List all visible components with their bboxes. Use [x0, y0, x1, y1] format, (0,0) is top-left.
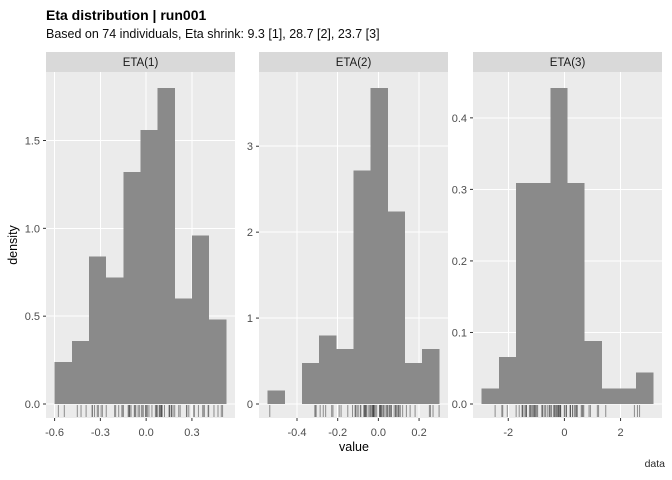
- plot-caption: data: [644, 458, 665, 470]
- x-tick-label: 0.0: [138, 427, 153, 439]
- y-tick-label: 0.5: [25, 311, 40, 323]
- histogram-bar: [301, 362, 320, 404]
- plot-subtitle: Based on 74 individuals, Eta shrink: 9.3…: [46, 27, 380, 41]
- y-tick-label: 0.0: [452, 399, 467, 411]
- histogram-bar: [157, 87, 175, 405]
- x-tick-label: 0.2: [411, 427, 426, 439]
- histogram-bar: [88, 256, 107, 404]
- y-tick-label: 3: [247, 141, 253, 153]
- histogram-bar: [481, 388, 499, 404]
- histogram-bar: [601, 388, 620, 404]
- histogram-bar: [584, 341, 602, 404]
- y-tick-label: 0.3: [452, 184, 467, 196]
- x-tick-label: -2: [503, 427, 513, 439]
- facet-strip: [259, 52, 448, 72]
- y-tick-label: 0.2: [452, 256, 467, 268]
- histogram-bar: [54, 361, 72, 404]
- histogram-bar: [267, 390, 285, 404]
- histogram-bar: [515, 182, 534, 404]
- x-tick-label: -0.6: [45, 427, 64, 439]
- y-tick-label: 0.1: [452, 327, 467, 339]
- histogram-bar: [336, 349, 354, 404]
- histogram-bar: [71, 340, 89, 404]
- facet-strip-label: ETA(3): [550, 57, 586, 69]
- y-axis-label: density: [6, 225, 20, 265]
- histogram-bar: [567, 182, 585, 404]
- x-tick-label: 0.3: [184, 427, 199, 439]
- x-axis-label: value: [339, 440, 369, 454]
- y-tick-label: 1.0: [25, 223, 40, 235]
- histogram-bar: [123, 172, 141, 404]
- histogram-bar: [387, 211, 406, 404]
- facet-strip: [473, 52, 662, 72]
- y-tick-label: 0.0: [25, 399, 40, 411]
- facet-strip-label: ETA(1): [123, 57, 159, 69]
- histogram-bar: [140, 129, 158, 404]
- y-tick-label: 1.5: [25, 136, 40, 148]
- x-tick-label: 0.0: [371, 427, 386, 439]
- histogram-bar: [192, 235, 210, 404]
- histogram-bar: [174, 298, 193, 404]
- x-tick-label: 0: [561, 427, 567, 439]
- histogram-bar: [353, 170, 371, 404]
- histogram-bar: [422, 349, 440, 404]
- y-tick-label: 0.4: [452, 113, 467, 125]
- histogram-bar: [619, 388, 637, 404]
- histogram-bar: [319, 335, 337, 404]
- facet-strip: [46, 52, 235, 72]
- histogram-bar: [498, 356, 516, 404]
- y-tick-label: 2: [247, 227, 253, 239]
- y-tick-label: 0: [247, 399, 253, 411]
- histogram-bar: [533, 182, 551, 404]
- histogram-bar: [106, 277, 124, 404]
- x-tick-label: 2: [617, 427, 623, 439]
- x-tick-label: -0.4: [288, 427, 307, 439]
- x-tick-label: -0.3: [91, 427, 110, 439]
- histogram-bar: [405, 362, 423, 404]
- histogram-bar: [209, 319, 227, 404]
- facet-strip-label: ETA(2): [336, 57, 372, 69]
- y-tick-label: 1: [247, 313, 253, 325]
- histogram-bar: [550, 87, 568, 405]
- x-tick-label: -0.2: [328, 427, 347, 439]
- histogram-bar: [636, 372, 654, 404]
- plot-title: Eta distribution | run001: [46, 7, 207, 23]
- histogram-bar: [370, 87, 388, 405]
